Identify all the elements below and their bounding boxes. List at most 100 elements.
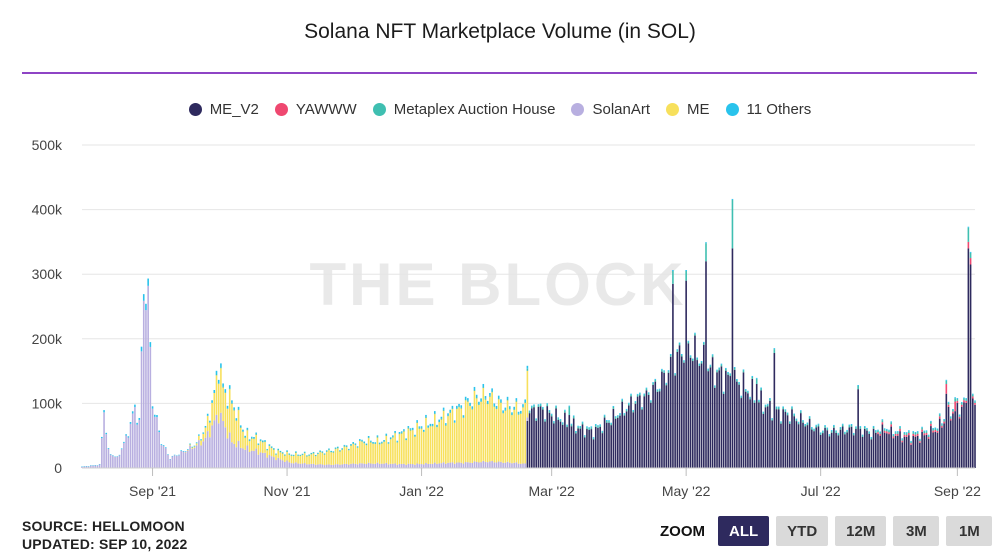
bar-segment-solanart [253, 450, 255, 468]
bar-segment-metaplex-auction-house [727, 373, 729, 375]
bar-segment-metaplex-auction-house [636, 394, 639, 397]
bar-segment-11-others [588, 427, 590, 429]
bar-segment-me [508, 409, 511, 463]
bar-segment-11-others [738, 382, 740, 384]
bar-segment-solanart [343, 463, 346, 468]
bar-segment-11-others [548, 410, 551, 412]
bar-segment-11-others [464, 396, 467, 400]
bar-segment-me [231, 403, 233, 443]
bar-segment-11-others [409, 428, 412, 430]
bar-segment-11-others [683, 360, 685, 362]
bar-segment-metaplex-auction-house [515, 400, 518, 402]
bar-segment-11-others [669, 353, 672, 355]
bar-segment-solanart [244, 449, 246, 468]
bar-segment-metaplex-auction-house [403, 430, 405, 432]
bar-segment-me [500, 402, 502, 462]
bar-segment-me [526, 370, 529, 418]
bar-segment-metaplex-auction-house [306, 455, 308, 457]
bar-segment-metaplex-auction-house [901, 439, 904, 441]
bar-segment-me [416, 422, 418, 464]
legend-item-metaplex[interactable]: Metaplex Auction House [372, 101, 555, 118]
bar-segment-11-others [722, 391, 725, 393]
legend-item-others[interactable]: 11 Others [725, 101, 811, 118]
bar-segment-metaplex-auction-house [736, 379, 738, 382]
bar-segment-metaplex-auction-house [830, 431, 833, 433]
bar-segment-solanart [142, 300, 145, 468]
bar-segment-metaplex-auction-house [919, 439, 921, 442]
bar-segment-11-others [766, 403, 769, 405]
bar-segment-me-v2 [568, 415, 571, 468]
bar-segment-yawww [910, 443, 912, 445]
bar-segment-metaplex-auction-house [744, 390, 747, 392]
bar-segment-metaplex-auction-house [425, 416, 427, 418]
bar-segment-metaplex-auction-house [628, 403, 630, 406]
bar-segment-metaplex-auction-house [233, 409, 235, 411]
bar-segment-solanart [427, 463, 429, 468]
bar-segment-solanart [173, 455, 176, 468]
bar-segment-11-others [255, 432, 257, 434]
zoom-all-button[interactable]: ALL [718, 516, 770, 546]
bar-segment-metaplex-auction-house [945, 380, 948, 385]
bar-segment-11-others [257, 443, 260, 445]
bar-segment-me-v2 [819, 434, 822, 468]
bar-segment-metaplex-auction-house [517, 413, 520, 415]
bar-segment-11-others [378, 442, 381, 444]
bar-segment-metaplex-auction-house [905, 433, 908, 435]
bar-segment-11-others [702, 341, 705, 343]
zoom-ytd-button[interactable]: YTD [776, 516, 829, 546]
bar-segment-11-others [138, 417, 141, 420]
bar-segment-metaplex-auction-house [969, 252, 972, 259]
bar-segment-me [469, 406, 471, 463]
bar-segment-metaplex-auction-house [888, 430, 890, 433]
bar-segment-me-v2 [952, 413, 954, 468]
bar-segment-11-others [886, 428, 888, 430]
bar-segment-me [262, 442, 264, 453]
bar-segment-11-others [264, 440, 266, 442]
x-tick-label: Sep '21 [129, 483, 176, 499]
bar-segment-me-v2 [550, 416, 553, 468]
bar-segment-me [244, 437, 246, 450]
bar-segment-me-v2 [729, 376, 732, 468]
bar-segment-11-others [451, 405, 454, 409]
bar-segment-11-others [927, 434, 930, 436]
bar-segment-yawww [965, 400, 967, 403]
bar-segment-me-v2 [583, 437, 586, 468]
bar-segment-me-v2 [652, 384, 654, 468]
bar-segment-11-others [824, 425, 826, 427]
bar-segment-metaplex-auction-house [647, 393, 650, 395]
bar-segment-me-v2 [581, 424, 584, 468]
bar-segment-me-v2 [680, 356, 683, 468]
bar-segment-11-others [462, 415, 465, 418]
bar-segment-me-v2 [561, 424, 564, 468]
bar-segment-me-v2 [658, 391, 661, 468]
bar-segment-metaplex-auction-house [553, 422, 555, 424]
legend-item-me[interactable]: ME [666, 101, 710, 118]
bar-segment-11-others [930, 420, 932, 422]
bar-segment-me [407, 428, 410, 464]
bar-segment-yawww [963, 400, 965, 403]
legend-item-solanart[interactable]: SolanArt [571, 101, 650, 118]
bar-segment-metaplex-auction-house [678, 343, 681, 346]
bar-segment-me-v2 [625, 411, 628, 468]
bar-segment-yawww [934, 430, 937, 432]
bar-segment-metaplex-auction-house [793, 414, 795, 417]
legend-item-yawww[interactable]: YAWWW [274, 101, 357, 118]
bar-segment-me-v2 [901, 442, 904, 468]
zoom-1m-button[interactable]: 1M [946, 516, 993, 546]
legend-item-me-v2[interactable]: ME_V2 [188, 101, 259, 118]
bar-segment-metaplex-auction-house [941, 424, 943, 426]
zoom-12m-button[interactable]: 12M [835, 516, 887, 546]
bar-segment-yawww [943, 421, 945, 424]
bar-segment-solanart [495, 462, 498, 468]
bar-segment-metaplex-auction-house [577, 426, 579, 429]
zoom-3m-button[interactable]: 3M [893, 516, 940, 546]
bar-segment-metaplex-auction-house [702, 342, 705, 345]
bar-segment-metaplex-auction-house [879, 432, 881, 434]
bar-segment-11-others [531, 405, 533, 407]
bar-segment-me [264, 442, 266, 453]
bar-segment-me-v2 [965, 402, 967, 468]
bar-segment-me [209, 422, 211, 438]
bar-segment-me-v2 [828, 436, 831, 468]
bar-segment-11-others [581, 421, 584, 423]
bar-segment-11-others [663, 370, 665, 372]
